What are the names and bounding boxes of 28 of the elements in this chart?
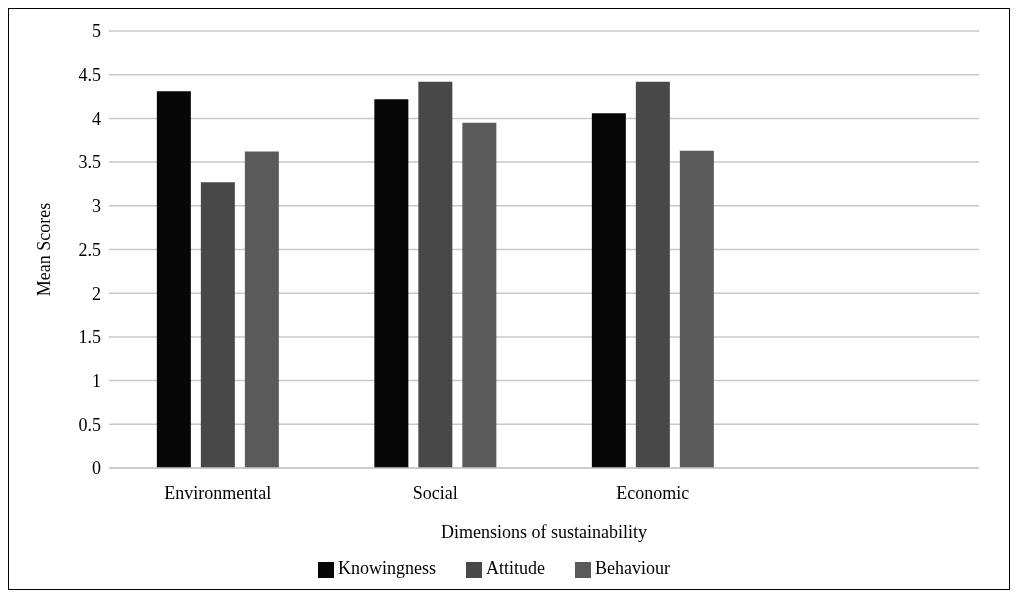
bar bbox=[591, 113, 626, 468]
y-axis-title: Mean Scores bbox=[34, 202, 55, 297]
bar bbox=[156, 91, 191, 468]
y-tick-label: 4 bbox=[92, 108, 101, 129]
y-tick-label: 1.5 bbox=[78, 327, 101, 348]
bar bbox=[200, 182, 235, 468]
x-axis-title: Dimensions of sustainability bbox=[441, 522, 647, 542]
legend-label: Attitude bbox=[486, 558, 545, 578]
y-tick-label: 5 bbox=[92, 21, 101, 42]
y-tick-label: 3 bbox=[92, 196, 101, 217]
x-tick-label: Economic bbox=[616, 482, 690, 503]
bar bbox=[418, 81, 453, 468]
y-tick-label: 1 bbox=[92, 370, 101, 391]
y-tick-label: 2.5 bbox=[78, 239, 101, 260]
bar bbox=[635, 81, 670, 468]
x-tick-label: Social bbox=[412, 482, 458, 503]
bar bbox=[374, 99, 409, 468]
bar bbox=[244, 151, 279, 468]
y-tick-label: 3.5 bbox=[78, 152, 101, 173]
y-tick-label: 0.5 bbox=[78, 414, 101, 435]
y-tick-label: 2 bbox=[92, 283, 101, 304]
bar bbox=[462, 122, 497, 468]
legend-label: Knowingness bbox=[338, 558, 436, 578]
x-tick-label: Environmental bbox=[164, 482, 272, 503]
legend-label: Behaviour bbox=[595, 558, 670, 578]
bar bbox=[679, 150, 714, 468]
y-tick-label: 0 bbox=[92, 458, 101, 479]
y-tick-label: 4.5 bbox=[78, 65, 101, 86]
